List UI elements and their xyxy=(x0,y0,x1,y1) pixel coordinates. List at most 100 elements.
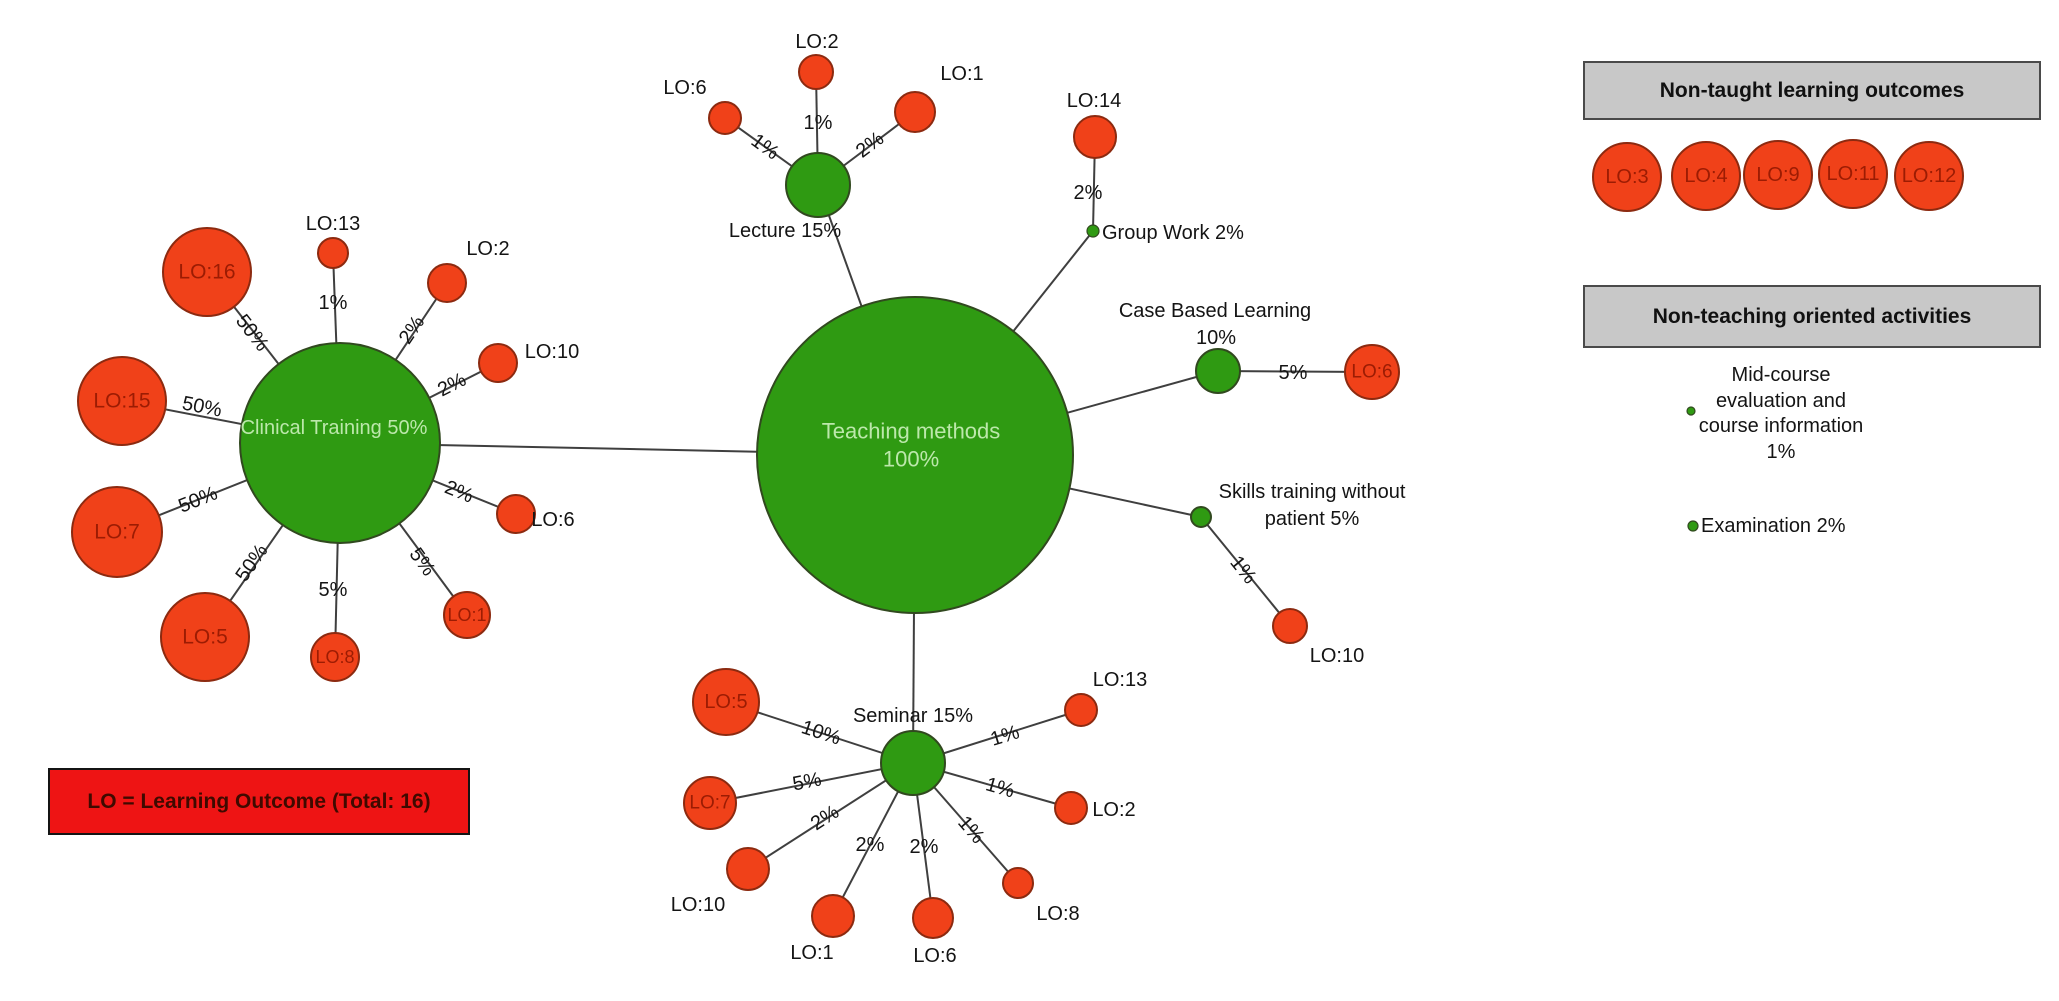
node-lo10-cl xyxy=(478,343,518,383)
node-label-lo1-cl: LO:1 xyxy=(447,605,486,625)
node-lo6-sem xyxy=(912,897,954,939)
node-lo13-cl xyxy=(317,237,349,269)
node-label-lo7-cl: LO:7 xyxy=(94,521,140,544)
edge-label-lecture-lo1-lec: 2% xyxy=(852,127,888,162)
edge-label-clinical-lo10-cl: 2% xyxy=(434,369,470,402)
node-ext-label-lo2-cl: LO:2 xyxy=(466,238,509,260)
node-lo10-sk xyxy=(1272,608,1308,644)
edge-label-cbl-lo6-cbl: 5% xyxy=(1279,362,1308,384)
node-label-lo4-p: LO:4 xyxy=(1684,165,1727,187)
node-ext-label-groupwork: Group Work 2% xyxy=(1102,222,1244,244)
node-lo2-cl xyxy=(427,263,467,303)
node-ext-label-lo1-lec: LO:1 xyxy=(940,63,983,85)
node-ext-label-lo2-lec: LO:2 xyxy=(795,31,838,53)
node-label-lo11-p: LO:11 xyxy=(1827,163,1880,185)
node-ext-label-lecture: Lecture 15% xyxy=(729,220,842,242)
node-label-clinical: Clinical Training 50% xyxy=(241,417,428,439)
node-label-lo9-p: LO:9 xyxy=(1756,164,1799,186)
node-lo2-lec xyxy=(798,54,834,90)
node-lo9-p xyxy=(1743,140,1813,210)
node-label-lo6-cbl: LO:6 xyxy=(1351,362,1392,383)
edge-label-lecture-lo2-lec: 1% xyxy=(804,112,833,134)
node-ext-label-lo6-lec: LO:6 xyxy=(663,77,706,99)
node-lo2-sem xyxy=(1054,791,1088,825)
node-ext-label-lo10-sk: LO:10 xyxy=(1310,645,1364,667)
examination-item: Examination 2% xyxy=(1701,515,1846,537)
edge-seminar-lo7-sem xyxy=(709,762,914,804)
legend-label: LO = Learning Outcome (Total: 16) xyxy=(87,789,431,813)
node-ext-label-cbl-1: Case Based Learning xyxy=(1119,300,1311,322)
node-ext-label-cbl-2: 10% xyxy=(1196,327,1236,349)
edge-label-lecture-lo6-lec: 1% xyxy=(747,130,783,165)
edge-label-seminar-lo2-sem: 1% xyxy=(983,773,1017,802)
edge-label-seminar-lo1-sem: 2% xyxy=(856,834,885,856)
node-label-lo12-p: LO:12 xyxy=(1902,165,1956,187)
node-ext-label-lo14: LO:14 xyxy=(1067,90,1121,112)
node-label-lo16: LO:16 xyxy=(178,261,235,284)
midcourse-evaluation-item: Mid-course evaluation and course informa… xyxy=(1693,363,1869,465)
node-ext-label-skills-2: patient 5% xyxy=(1265,508,1360,530)
edge-label-seminar-lo10-sem: 2% xyxy=(807,801,843,835)
node-ext-label-seminar: Seminar 15% xyxy=(853,705,973,727)
node-ext-label-lo1-sem: LO:1 xyxy=(790,942,833,964)
midcourse-line-4: 1% xyxy=(1766,440,1796,463)
non-teaching-header: Non-teaching oriented activities xyxy=(1583,285,2041,348)
node-lecture xyxy=(785,152,851,218)
node-lo5-cl xyxy=(160,592,250,682)
node-seminar xyxy=(880,730,946,796)
node-midcourse-dot xyxy=(1686,406,1696,416)
node-lo12-p xyxy=(1894,141,1964,211)
node-lo1-lec xyxy=(894,91,936,133)
node-ext-label-skills-1: Skills training without xyxy=(1219,481,1406,503)
node-label-lo3-p: LO:3 xyxy=(1605,166,1648,188)
node-label-teaching-2: 100% xyxy=(883,447,939,472)
node-ext-label-lo10-cl: LO:10 xyxy=(525,341,579,363)
node-ext-label-lo2-sem: LO:2 xyxy=(1092,799,1135,821)
node-lo6-lec xyxy=(708,101,742,135)
node-label-lo5-sem: LO:5 xyxy=(704,691,747,713)
node-lo10-sem xyxy=(726,847,770,891)
node-lo7-sem xyxy=(683,776,737,830)
midcourse-line-2: evaluation and xyxy=(1715,389,1847,412)
edge-label-seminar-lo13-sem: 1% xyxy=(988,721,1022,751)
edge-label-groupwork-lo14: 2% xyxy=(1074,182,1103,204)
node-ext-label-lo8-sem: LO:8 xyxy=(1036,903,1079,925)
edge-skills-lo10-sk xyxy=(1200,516,1291,627)
midcourse-line-1: Mid-course xyxy=(1731,364,1831,386)
node-lo4-p xyxy=(1671,141,1741,211)
edge-label-clinical-lo6-cl: 2% xyxy=(441,476,476,507)
edge-label-seminar-lo5-sem: 10% xyxy=(799,716,844,749)
node-lo14 xyxy=(1073,115,1117,159)
node-lo8-sem xyxy=(1002,867,1034,899)
node-lo1-cl xyxy=(443,591,491,639)
node-ext-label-lo13-cl: LO:13 xyxy=(306,213,360,235)
node-teaching xyxy=(756,296,1074,614)
node-ext-label-lo13-sem: LO:13 xyxy=(1093,669,1147,691)
node-ext-label-lo10-sem: LO:10 xyxy=(671,894,725,916)
node-label-lo5-cl: LO:5 xyxy=(182,626,228,649)
non-taught-header-label: Non-taught learning outcomes xyxy=(1659,78,1965,102)
legend-box: LO = Learning Outcome (Total: 16) xyxy=(48,768,470,835)
node-cbl xyxy=(1195,348,1241,394)
node-label-lo8-cl: LO:8 xyxy=(315,647,354,667)
non-teaching-header-label: Non-teaching oriented activities xyxy=(1652,304,1972,328)
node-lo5-sem xyxy=(692,668,760,736)
edge-label-seminar-lo7-sem: 5% xyxy=(791,768,824,795)
node-lo7-cl xyxy=(71,486,163,578)
midcourse-line-3: course information xyxy=(1698,415,1864,437)
node-clinical xyxy=(239,342,441,544)
node-lo15 xyxy=(77,356,167,446)
node-label-teaching-1: Teaching methods xyxy=(822,419,1001,444)
node-lo6-cl xyxy=(496,494,536,534)
node-label-lo15: LO:15 xyxy=(93,390,150,413)
node-lo13-sem xyxy=(1064,693,1098,727)
node-ext-label-lo6-sem: LO:6 xyxy=(913,945,956,967)
node-label-lo7-sem: LO:7 xyxy=(689,793,730,814)
node-groupwork xyxy=(1086,224,1100,238)
non-taught-header: Non-taught learning outcomes xyxy=(1583,61,2041,120)
node-lo8-cl xyxy=(310,632,360,682)
edge-label-clinical-lo15: 50% xyxy=(180,392,224,421)
node-lo16 xyxy=(162,227,252,317)
